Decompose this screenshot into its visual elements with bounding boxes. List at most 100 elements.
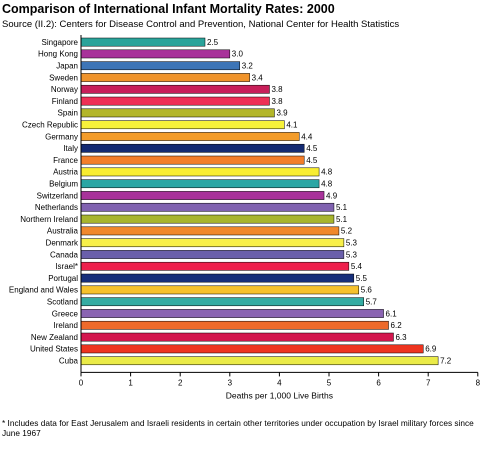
category-label: Israel* <box>55 262 78 271</box>
value-label: 5.3 <box>346 239 358 248</box>
value-label: 7.2 <box>440 357 452 366</box>
value-label: 5.6 <box>361 286 373 295</box>
x-tick-label: 6 <box>376 378 381 387</box>
bar <box>80 96 270 106</box>
bar <box>80 120 285 130</box>
x-tick-label: 2 <box>178 378 183 387</box>
x-axis-label: Deaths per 1,000 Live Births <box>226 390 333 400</box>
bar <box>80 61 240 71</box>
category-label: Czech Republic <box>22 121 78 130</box>
bar <box>80 320 389 330</box>
bar <box>80 179 320 189</box>
value-label: 5.4 <box>351 262 363 271</box>
category-label: Germany <box>45 132 78 141</box>
value-label: 3.2 <box>242 62 254 71</box>
category-label: England and Wales <box>9 286 78 295</box>
category-label: Sweden <box>49 73 78 82</box>
bar <box>80 226 340 236</box>
bar <box>80 297 364 307</box>
category-label: Spain <box>58 109 78 118</box>
category-label: Japan <box>56 62 78 71</box>
value-label: 5.1 <box>336 203 348 212</box>
value-label: 3.0 <box>232 50 244 59</box>
chart-title: Comparison of International Infant Morta… <box>2 2 335 16</box>
value-label: 6.1 <box>386 309 398 318</box>
category-label: Northern Ireland <box>20 215 78 224</box>
value-label: 3.8 <box>271 85 283 94</box>
category-label: Canada <box>50 250 79 259</box>
category-label: Ireland <box>54 321 78 330</box>
value-label: 2.5 <box>207 38 219 47</box>
category-label: Netherlands <box>35 203 78 212</box>
value-label: 5.5 <box>356 274 368 283</box>
value-label: 3.9 <box>276 109 288 118</box>
bar <box>80 332 394 342</box>
x-tick-label: 5 <box>327 378 332 387</box>
category-label: Belgium <box>49 180 78 189</box>
bar <box>80 155 305 165</box>
value-label: 3.4 <box>252 73 264 82</box>
x-tick-label: 0 <box>79 378 84 387</box>
value-label: 4.1 <box>286 121 298 130</box>
bar <box>80 132 300 141</box>
bar <box>80 250 345 259</box>
value-label: 5.1 <box>336 215 348 224</box>
value-label: 5.3 <box>346 250 358 259</box>
bar <box>80 49 231 59</box>
chart-source: Source (II.2): Centers for Disease Contr… <box>2 19 400 30</box>
value-label: 6.9 <box>425 345 437 354</box>
value-label: 4.5 <box>306 156 318 165</box>
category-label: United States <box>30 345 78 354</box>
bar <box>80 143 305 153</box>
category-label: France <box>53 156 78 165</box>
bars <box>80 37 439 366</box>
bar <box>80 285 360 295</box>
x-tick-label: 3 <box>228 378 233 387</box>
category-label: Italy <box>63 144 78 153</box>
value-label: 4.8 <box>321 168 333 177</box>
value-label: 6.3 <box>395 333 407 342</box>
value-label: 4.9 <box>326 191 338 200</box>
bar <box>80 309 384 318</box>
category-label: Cuba <box>59 357 79 366</box>
bar <box>80 73 250 82</box>
category-label: Denmark <box>46 239 79 248</box>
value-label: 3.8 <box>271 97 283 106</box>
value-label: 6.2 <box>391 321 403 330</box>
value-label: 5.7 <box>366 298 378 307</box>
category-label: Austria <box>53 168 78 177</box>
bar <box>80 356 439 366</box>
bar <box>80 214 335 224</box>
category-label: Finland <box>52 97 78 106</box>
bar <box>80 108 275 118</box>
value-labels: 2.53.03.23.43.83.83.94.14.44.54.54.84.84… <box>207 38 452 366</box>
x-axis-ticks: 0 1 2 3 4 5 6 7 8 <box>79 372 480 387</box>
bar <box>80 167 320 177</box>
x-tick-label: 1 <box>128 378 133 387</box>
value-label: 4.4 <box>301 132 313 141</box>
category-label: Norway <box>51 85 78 94</box>
footnote: * Includes data for East Jerusalem and I… <box>2 418 474 438</box>
category-label: Hong Kong <box>38 50 78 59</box>
bar <box>80 261 350 271</box>
value-label: 4.5 <box>306 144 318 153</box>
bar <box>80 202 335 212</box>
category-labels: Singapore Hong Kong Japan Sweden Norway Finla… <box>9 38 79 366</box>
category-label: Switzerland <box>37 191 78 200</box>
bar <box>80 273 355 283</box>
bar <box>80 238 345 248</box>
value-label: 4.8 <box>321 180 333 189</box>
x-tick-label: 4 <box>277 378 282 387</box>
bar <box>80 84 270 94</box>
bar <box>80 37 206 47</box>
category-label: Singapore <box>42 38 79 47</box>
bar <box>80 191 325 200</box>
x-tick-label: 8 <box>476 378 480 387</box>
category-label: Australia <box>47 227 79 236</box>
category-label: Scotland <box>47 298 78 307</box>
category-label: Greece <box>52 309 79 318</box>
bar <box>80 344 424 354</box>
value-label: 5.2 <box>341 227 353 236</box>
category-label: New Zealand <box>31 333 78 342</box>
